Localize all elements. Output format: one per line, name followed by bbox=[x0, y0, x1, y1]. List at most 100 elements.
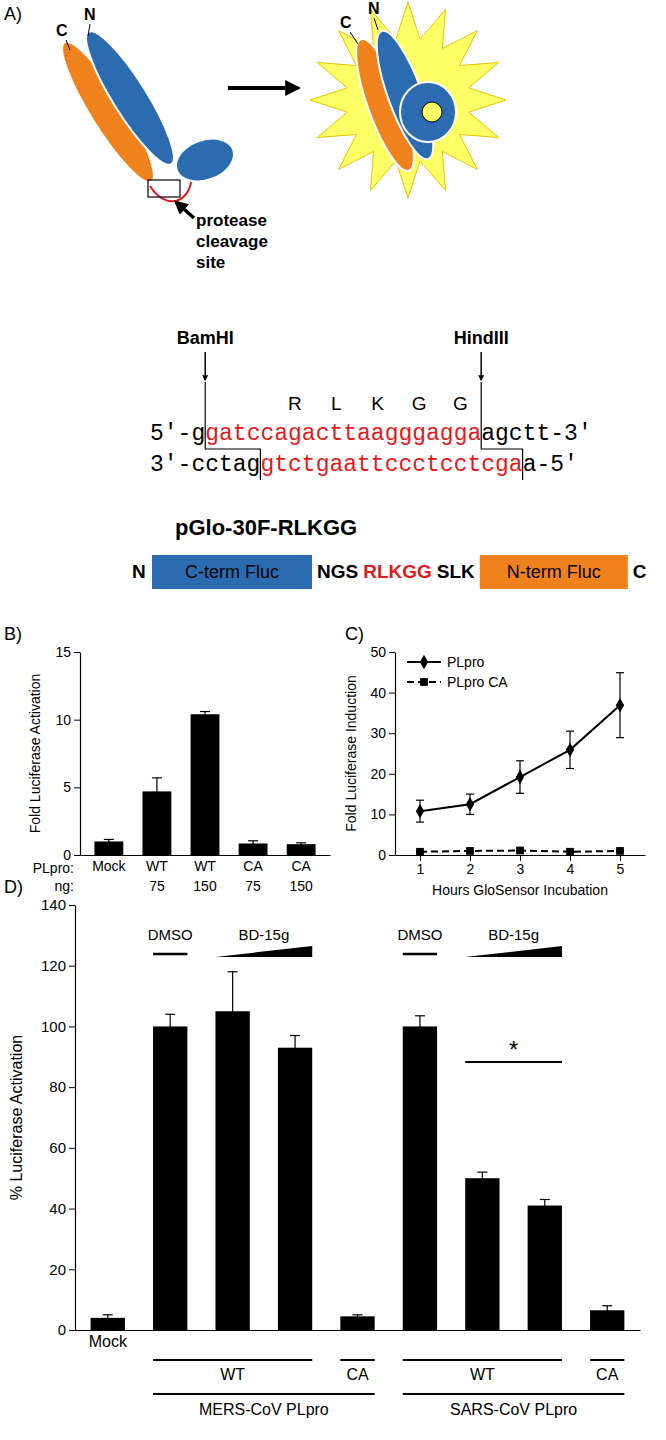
terminus-line bbox=[350, 32, 358, 44]
tick-mark bbox=[69, 1148, 75, 1149]
error-cap bbox=[103, 1314, 113, 1315]
significance-label: * bbox=[509, 1036, 518, 1063]
tick-mark bbox=[389, 652, 395, 653]
tick: 80 bbox=[49, 1078, 75, 1095]
construct-name: pGlo-30F-RLKGG bbox=[175, 515, 357, 540]
tick: 10 bbox=[55, 712, 80, 728]
error-bar bbox=[516, 761, 524, 793]
linker-label: RLKGG bbox=[363, 561, 432, 582]
light-burst bbox=[310, 2, 506, 198]
error-cap bbox=[152, 777, 162, 778]
series-line bbox=[420, 705, 620, 811]
tick-label: Mock bbox=[89, 1333, 128, 1350]
bar bbox=[340, 1316, 374, 1330]
tick-label: 40 bbox=[370, 685, 386, 701]
tick: CA bbox=[243, 858, 263, 874]
panel-a: A)CNCNproteasecleavagesiteBamHIHindIIIRL… bbox=[4, 0, 647, 589]
panel-label: D) bbox=[4, 877, 23, 897]
cut-arrow bbox=[480, 352, 482, 380]
tick: 15 bbox=[55, 644, 80, 660]
marker bbox=[516, 770, 524, 784]
group-line bbox=[590, 1359, 624, 1361]
domain-label: C-term Fluc bbox=[185, 562, 279, 582]
tick-mark bbox=[69, 1087, 75, 1088]
tick-label: WT bbox=[194, 858, 216, 874]
error-cap bbox=[477, 1184, 487, 1185]
x-axis: MockWTWTCACA bbox=[81, 856, 331, 874]
panel-label: B) bbox=[4, 624, 22, 644]
error-cap bbox=[415, 1015, 425, 1016]
error-bar bbox=[566, 731, 574, 768]
tick-label: 60 bbox=[49, 1139, 66, 1156]
amino-acid: L bbox=[331, 393, 342, 414]
group-label: WT bbox=[220, 1366, 245, 1383]
error-stem bbox=[419, 1016, 420, 1037]
axis-title: Hours GloSensor Incubation bbox=[432, 882, 608, 898]
row-label: PLpro: bbox=[33, 860, 74, 876]
tick-mark bbox=[389, 774, 395, 775]
bar bbox=[465, 1178, 499, 1330]
group-label: CA bbox=[596, 1366, 619, 1383]
tick-label: 120 bbox=[41, 957, 66, 974]
site-arrow bbox=[176, 202, 194, 218]
bar bbox=[403, 1026, 437, 1330]
legend: PLproPLpro CA bbox=[407, 654, 508, 690]
bar bbox=[278, 1048, 312, 1330]
tick-label: 5 bbox=[617, 861, 625, 877]
tick-label: 0 bbox=[378, 847, 386, 863]
panel-label: A) bbox=[4, 4, 22, 24]
tick-mark bbox=[74, 652, 80, 653]
axis-title: Fold Luciferase Induction bbox=[343, 675, 359, 831]
dose-label: 75 bbox=[245, 878, 261, 894]
row-label: ng: bbox=[55, 878, 74, 894]
panel-b: B)051015MockWTWTCACA7515075150PLpro:ng:F… bbox=[4, 624, 331, 894]
tick-mark bbox=[74, 787, 80, 788]
sequence: gtctgaattccctcctcga bbox=[260, 452, 522, 478]
error-stem bbox=[294, 1036, 295, 1060]
error-cap bbox=[104, 843, 114, 844]
panel-d: D)020406080100120140Mock% Luciferase Act… bbox=[4, 877, 641, 1418]
linker-label: NGS bbox=[317, 561, 358, 582]
tick-label: 0 bbox=[58, 1321, 66, 1338]
error-bar bbox=[248, 841, 258, 846]
error-cap bbox=[540, 1199, 550, 1200]
bar bbox=[191, 714, 220, 855]
panel-label: C) bbox=[345, 624, 364, 644]
bar bbox=[528, 1206, 562, 1330]
error-bar bbox=[296, 843, 306, 846]
axis-title: % Luciferase Activation bbox=[8, 1035, 25, 1200]
error-bar bbox=[416, 800, 424, 822]
error-bar bbox=[353, 1315, 363, 1318]
tick: 10 bbox=[370, 806, 395, 822]
error-cap bbox=[415, 1036, 425, 1037]
tick-mark bbox=[389, 733, 395, 734]
annotations: DMSOBD-15gDMSOBD-15g*WTCAWTCAMERS-CoV PL… bbox=[148, 926, 625, 1418]
tick-mark bbox=[69, 1330, 75, 1331]
legend-item: PLpro CA bbox=[407, 674, 508, 690]
tick-mark bbox=[74, 855, 80, 856]
error-cap bbox=[566, 731, 574, 732]
plot-area bbox=[416, 673, 624, 855]
error-stem bbox=[156, 778, 157, 805]
tick: 1 bbox=[417, 855, 425, 877]
tick-label: 1 bbox=[417, 861, 425, 877]
enzyme-label: HindIII bbox=[454, 328, 509, 348]
error-cap bbox=[248, 840, 258, 841]
axis-title: Fold Luciferase Activation bbox=[27, 674, 43, 834]
tick-label: 4 bbox=[567, 861, 575, 877]
fluc-c-half bbox=[74, 23, 186, 173]
plot-area bbox=[94, 712, 315, 855]
error-stem bbox=[204, 712, 205, 717]
error-cap bbox=[200, 716, 210, 717]
terminus-label: C bbox=[56, 22, 68, 39]
sequence: a-5' bbox=[523, 452, 578, 478]
enzyme-label: BamHI bbox=[177, 328, 234, 348]
treatment-line bbox=[403, 953, 437, 956]
error-cap bbox=[165, 1014, 175, 1015]
linker-label: SLK bbox=[437, 561, 475, 582]
dose-label: 75 bbox=[149, 878, 165, 894]
tick-label: CA bbox=[291, 858, 311, 874]
legend-label: PLpro CA bbox=[447, 674, 508, 690]
error-cap bbox=[353, 1317, 363, 1318]
tick: 50 bbox=[370, 644, 395, 660]
